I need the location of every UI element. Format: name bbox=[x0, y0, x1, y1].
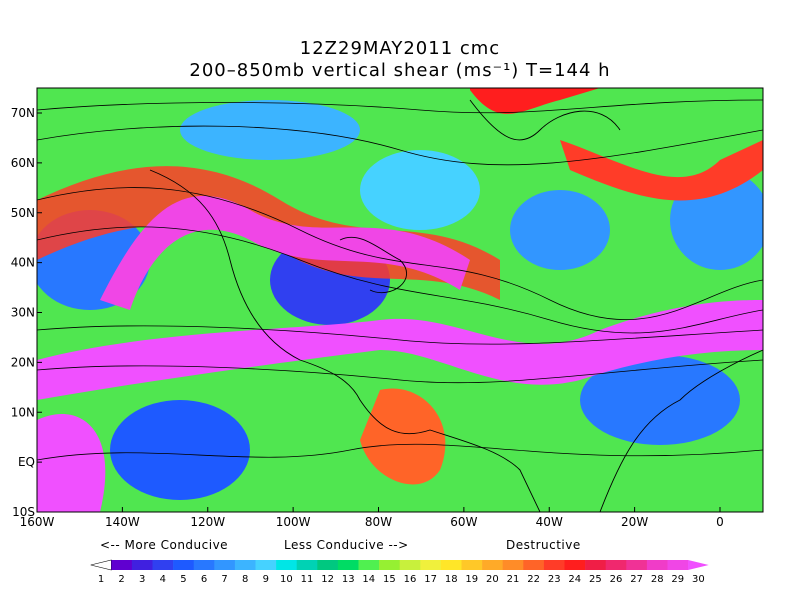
legend-swatch bbox=[688, 560, 709, 570]
legend-swatch bbox=[461, 560, 483, 570]
legend-swatch bbox=[111, 560, 133, 570]
legend-label: 18 bbox=[445, 574, 458, 585]
legend-swatch bbox=[523, 560, 545, 570]
legend-swatch bbox=[193, 560, 215, 570]
legend-swatch bbox=[420, 560, 442, 570]
legend-label: 27 bbox=[630, 574, 643, 585]
lon-label: 160W bbox=[20, 515, 55, 529]
lon-label: 0 bbox=[716, 515, 724, 529]
legend-swatch bbox=[173, 560, 194, 570]
legend-label: 12 bbox=[321, 574, 334, 585]
legend-swatch bbox=[276, 560, 297, 570]
legend-label: 14 bbox=[362, 574, 375, 585]
legend-swatch bbox=[543, 560, 565, 570]
legend-label: 28 bbox=[651, 574, 664, 585]
legend-label: 1 bbox=[98, 574, 104, 585]
lon-label: 100W bbox=[276, 515, 311, 529]
map-frame bbox=[36, 87, 764, 513]
legend-label: 24 bbox=[568, 574, 581, 585]
legend-swatch bbox=[585, 560, 606, 570]
legend-label: 22 bbox=[527, 574, 540, 585]
legend-swatch bbox=[482, 560, 503, 570]
legend-swatch bbox=[317, 560, 339, 570]
legend-label: 10 bbox=[280, 574, 293, 585]
legend-swatch bbox=[131, 560, 153, 570]
legend-label: 26 bbox=[610, 574, 623, 585]
legend-swatch bbox=[296, 560, 318, 570]
lon-label: 60W bbox=[450, 515, 477, 529]
legend-swatch bbox=[502, 560, 524, 570]
lon-label: 140W bbox=[105, 515, 140, 529]
title: 12Z29MAY2011 cmc bbox=[300, 38, 500, 59]
legend-swatch bbox=[234, 560, 256, 570]
legend-swatch bbox=[152, 560, 174, 570]
legend-label: 20 bbox=[486, 574, 499, 585]
legend-swatch bbox=[337, 560, 359, 570]
lat-label: 20N bbox=[11, 355, 35, 369]
legend-label: 6 bbox=[201, 574, 207, 585]
legend-swatch bbox=[90, 559, 112, 571]
caption: <-- More Conducive bbox=[100, 538, 228, 552]
legend-label: 19 bbox=[465, 574, 478, 585]
legend-label: 8 bbox=[242, 574, 248, 585]
lat-label: 30N bbox=[11, 306, 35, 320]
legend-swatch bbox=[667, 560, 689, 570]
legend-label: 15 bbox=[383, 574, 396, 585]
legend-swatch bbox=[255, 560, 277, 570]
legend-label: 2 bbox=[118, 574, 124, 585]
legend-label: 23 bbox=[548, 574, 561, 585]
shear-field bbox=[37, 88, 763, 512]
caption: Less Conducive --> bbox=[284, 538, 409, 552]
lon-label: 120W bbox=[190, 515, 225, 529]
lat-label: 10N bbox=[11, 405, 35, 419]
lon-label: 80W bbox=[365, 515, 392, 529]
lat-label: 60N bbox=[11, 156, 35, 170]
legend-label: 3 bbox=[139, 574, 145, 585]
legend-swatch bbox=[605, 560, 627, 570]
legend-label: 13 bbox=[342, 574, 355, 585]
legend-swatch bbox=[379, 560, 400, 570]
legend-label: 5 bbox=[180, 574, 186, 585]
legend-swatch bbox=[358, 560, 380, 570]
legend-swatch bbox=[440, 560, 462, 570]
legend-label: 29 bbox=[671, 574, 684, 585]
lat-label: 70N bbox=[11, 106, 35, 120]
subtitle: 200–850mb vertical shear (ms⁻¹) T=144 h bbox=[189, 60, 610, 81]
legend-label: 17 bbox=[424, 574, 437, 585]
legend-label: 9 bbox=[263, 574, 269, 585]
legend-label: 7 bbox=[221, 574, 227, 585]
legend-label: 25 bbox=[589, 574, 602, 585]
lat-label: 40N bbox=[11, 256, 35, 270]
legend-label: 11 bbox=[301, 574, 314, 585]
caption: Destructive bbox=[506, 538, 581, 552]
legend-swatch bbox=[646, 560, 668, 570]
lat-label: 50N bbox=[11, 206, 35, 220]
lat-label: EQ bbox=[18, 455, 35, 469]
legend-swatch bbox=[626, 560, 648, 570]
lat-label: 10S bbox=[12, 505, 35, 519]
legend-swatch bbox=[399, 560, 421, 570]
legend-label: 16 bbox=[404, 574, 417, 585]
legend-swatch bbox=[564, 560, 586, 570]
legend-label: 4 bbox=[160, 574, 166, 585]
legend-label: 30 bbox=[692, 574, 705, 585]
legend-swatch bbox=[214, 560, 236, 570]
lon-label: 40W bbox=[536, 515, 563, 529]
lon-label: 20W bbox=[621, 515, 648, 529]
legend-label: 21 bbox=[507, 574, 520, 585]
